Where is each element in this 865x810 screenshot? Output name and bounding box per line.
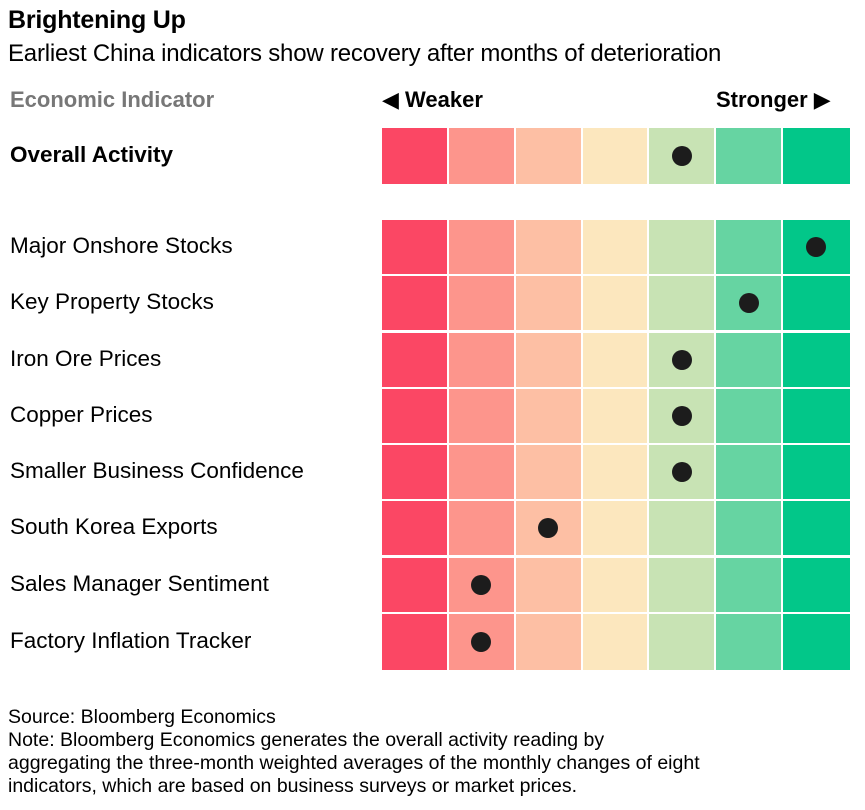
heatmap-cell <box>783 614 850 670</box>
heatmap-cell <box>449 128 514 184</box>
indicator-dot-smaller-business-confidence <box>672 462 692 482</box>
row-label-major-onshore-stocks: Major Onshore Stocks <box>10 233 233 258</box>
indicator-dot-major-onshore-stocks <box>806 237 826 257</box>
heatmap-cell <box>516 220 581 274</box>
source-note: Source: Bloomberg Economics <box>8 706 276 728</box>
heatmap-cell <box>583 445 647 499</box>
heatmap-cell <box>449 389 514 443</box>
heatmap-cell <box>382 501 447 555</box>
heatmap-cell <box>583 389 647 443</box>
column-header-stronger: Stronger ▶ <box>716 87 831 112</box>
heatmap-cell <box>382 389 447 443</box>
heatmap-cell <box>382 333 447 387</box>
heatmap-cell <box>583 333 647 387</box>
indicator-dot-factory-inflation-tracker <box>471 632 491 652</box>
heatmap-cell <box>516 333 581 387</box>
heatmap-cell <box>382 614 447 670</box>
heatmap-cell <box>716 220 781 274</box>
indicator-dot-overall-activity <box>672 146 692 166</box>
row-label-smaller-business-confidence: Smaller Business Confidence <box>10 458 304 483</box>
heatmap-cell <box>783 389 850 443</box>
heatmap-cell <box>716 333 781 387</box>
chart-subtitle: Earliest China indicators show recovery … <box>8 40 722 67</box>
indicator-dot-sales-manager-sentiment <box>471 575 491 595</box>
heatmap-cell <box>449 445 514 499</box>
heatmap-cell <box>516 128 581 184</box>
heatmap-cell <box>583 128 647 184</box>
heatmap-cell <box>716 558 781 612</box>
heatmap-cell <box>449 501 514 555</box>
row-label-iron-ore-prices: Iron Ore Prices <box>10 346 162 371</box>
indicator-dot-key-property-stocks <box>739 293 759 313</box>
heatmap-cell <box>449 276 514 330</box>
note-line: indicators, which are based on business … <box>8 775 578 797</box>
indicator-dot-iron-ore-prices <box>672 350 692 370</box>
row-label-overall-activity: Overall Activity <box>10 142 173 167</box>
heatmap-cell <box>516 558 581 612</box>
heatmap-cell <box>382 128 447 184</box>
heatmap-cell <box>649 276 714 330</box>
indicator-dot-copper-prices <box>672 406 692 426</box>
heatmap-cell <box>583 614 647 670</box>
heatmap-cell <box>382 276 447 330</box>
heatmap-cell <box>649 220 714 274</box>
column-header-weaker: ◀ Weaker <box>382 87 483 112</box>
heatmap-cell <box>583 220 647 274</box>
heatmap-cell <box>382 558 447 612</box>
heatmap-cell <box>382 445 447 499</box>
row-label-copper-prices: Copper Prices <box>10 402 153 427</box>
row-label-factory-inflation-tracker: Factory Inflation Tracker <box>10 628 252 653</box>
heatmap-cell <box>783 333 850 387</box>
heatmap-cell <box>583 501 647 555</box>
heatmap-cell <box>649 501 714 555</box>
heatmap-cell <box>783 558 850 612</box>
row-label-sales-manager-sentiment: Sales Manager Sentiment <box>10 571 269 596</box>
heatmap-cell <box>449 333 514 387</box>
row-label-key-property-stocks: Key Property Stocks <box>10 289 214 314</box>
heatmap-cell <box>516 276 581 330</box>
heatmap-cell <box>382 220 447 274</box>
heatmap-cell <box>716 389 781 443</box>
column-header-indicator: Economic Indicator <box>10 87 215 112</box>
heatmap-cell <box>583 558 647 612</box>
heatmap-cell <box>716 501 781 555</box>
heatmap-cell <box>583 276 647 330</box>
heatmap-cell <box>783 501 850 555</box>
heatmap-cell <box>649 614 714 670</box>
heatmap-cell <box>449 220 514 274</box>
indicator-dot-south-korea-exports <box>538 518 558 538</box>
heatmap-cell <box>649 558 714 612</box>
heatmap-cell <box>716 614 781 670</box>
heatmap-cell <box>783 276 850 330</box>
heatmap-cell <box>516 389 581 443</box>
heatmap-cell <box>716 445 781 499</box>
heatmap-cell <box>716 128 781 184</box>
row-label-south-korea-exports: South Korea Exports <box>10 514 218 539</box>
chart-footer: Source: Bloomberg Economics Note: Bloomb… <box>8 706 700 798</box>
note-line: aggregating the three-month weighted ave… <box>8 752 700 774</box>
chart-title: Brightening Up <box>8 6 186 34</box>
heatmap-cell <box>783 128 850 184</box>
note-line: Note: Bloomberg Economics generates the … <box>8 729 605 751</box>
heatmap-cell <box>783 445 850 499</box>
heatmap-cell <box>516 614 581 670</box>
heatmap-cell <box>516 445 581 499</box>
